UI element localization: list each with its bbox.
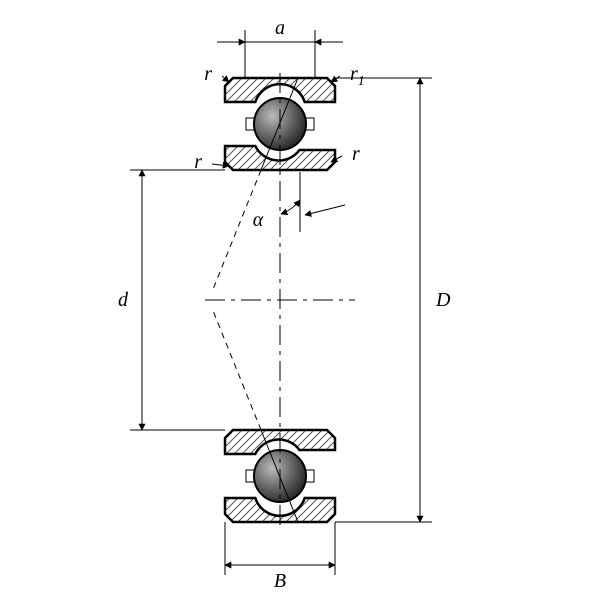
radius-leader — [331, 76, 340, 82]
contact-line-ext — [213, 310, 261, 430]
radius-leader — [222, 76, 229, 82]
svg-text:r: r — [204, 63, 212, 85]
svg-text:α: α — [253, 209, 264, 231]
svg-text:a: a — [275, 17, 285, 39]
bearing-diagram: α a Bd Dr r1 r r — [118, 17, 451, 592]
svg-text:B: B — [274, 570, 286, 592]
cage — [246, 470, 254, 482]
svg-text:r: r — [352, 143, 360, 165]
cage — [246, 118, 254, 130]
angle-pointer — [305, 205, 345, 215]
svg-text:r: r — [194, 151, 202, 173]
cage — [306, 470, 314, 482]
svg-text:d: d — [118, 289, 129, 311]
svg-text:r1: r1 — [350, 63, 365, 89]
angle-arc — [281, 200, 300, 214]
svg-text:D: D — [435, 289, 451, 311]
cage — [306, 118, 314, 130]
